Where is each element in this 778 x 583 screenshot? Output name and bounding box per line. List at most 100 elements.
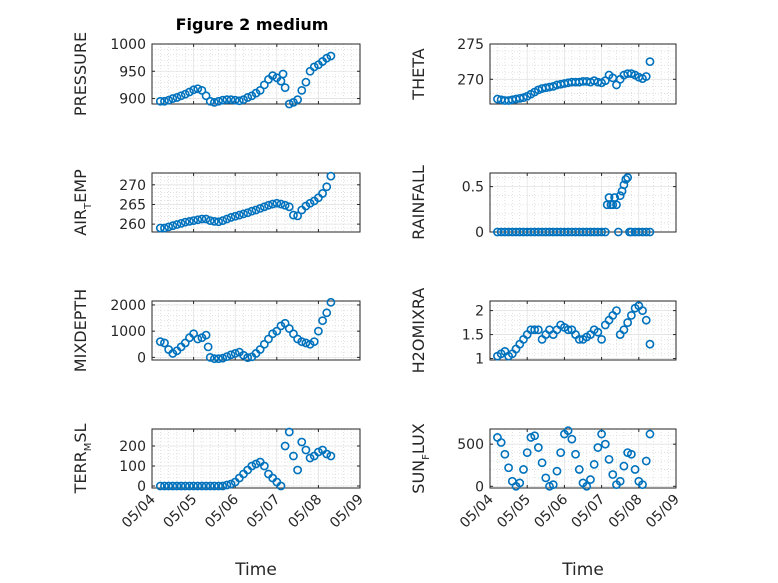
data-point bbox=[619, 180, 629, 190]
data-point bbox=[630, 465, 640, 474]
data-point bbox=[593, 327, 603, 337]
y-axis-label-main: MIXDEPTH bbox=[71, 289, 90, 372]
data-point bbox=[168, 221, 178, 231]
data-point bbox=[563, 325, 573, 335]
data-point bbox=[201, 330, 211, 340]
data-point bbox=[322, 308, 332, 318]
data-point bbox=[626, 310, 636, 320]
data-point bbox=[604, 454, 614, 464]
data-point bbox=[218, 481, 228, 491]
data-point bbox=[318, 189, 327, 198]
ytick-label: 260 bbox=[119, 217, 146, 233]
data-point bbox=[226, 350, 236, 360]
data-point bbox=[309, 337, 319, 347]
data-point bbox=[593, 443, 603, 452]
y-axis-label: H2OMIXRA bbox=[409, 288, 428, 374]
data-point bbox=[276, 481, 286, 491]
data-point bbox=[193, 84, 203, 94]
data-point bbox=[537, 458, 547, 468]
data-point bbox=[297, 437, 307, 447]
data-point bbox=[168, 481, 178, 491]
y-axis-label: RAINFALL bbox=[409, 165, 428, 240]
data-point bbox=[293, 211, 302, 221]
data-point bbox=[172, 93, 182, 102]
axes-box bbox=[489, 300, 677, 361]
data-point bbox=[164, 222, 174, 232]
data-point bbox=[280, 318, 290, 328]
data-point bbox=[574, 334, 584, 344]
data-point bbox=[226, 213, 236, 222]
data-point bbox=[574, 465, 584, 474]
data-point bbox=[243, 93, 253, 102]
data-point bbox=[203, 342, 213, 352]
axes-box bbox=[151, 172, 361, 233]
data-point bbox=[160, 223, 169, 233]
data-point bbox=[209, 97, 219, 107]
data-point bbox=[608, 470, 618, 479]
data-point bbox=[239, 209, 248, 219]
data-point bbox=[259, 202, 269, 212]
data-point bbox=[247, 461, 257, 471]
data-point bbox=[597, 334, 606, 344]
scatter-series bbox=[155, 51, 336, 109]
data-point bbox=[230, 211, 240, 221]
data-point bbox=[155, 223, 165, 233]
data-point bbox=[201, 481, 211, 491]
data-point bbox=[533, 325, 543, 335]
ytick-label: 1000 bbox=[110, 324, 146, 340]
data-point bbox=[556, 448, 566, 457]
data-point bbox=[160, 481, 169, 491]
data-point bbox=[164, 95, 174, 105]
scatter-series bbox=[493, 301, 655, 361]
subplot-4: 0 0.5 RAINFALL bbox=[409, 165, 677, 241]
data-point bbox=[234, 96, 244, 106]
data-point bbox=[214, 96, 223, 106]
y-axis-label-subscript: T bbox=[83, 202, 94, 210]
data-point bbox=[201, 214, 211, 224]
data-point bbox=[185, 481, 194, 491]
ytick-label: 0 bbox=[475, 225, 484, 241]
scatter-series bbox=[493, 426, 655, 491]
data-point bbox=[589, 459, 599, 469]
scatter-series bbox=[493, 57, 655, 105]
data-point bbox=[218, 216, 228, 225]
data-point bbox=[205, 216, 215, 225]
axes-box bbox=[489, 43, 677, 105]
y-axis-label-main: H2OMIXRA bbox=[409, 288, 428, 374]
data-point bbox=[176, 481, 186, 491]
data-point bbox=[209, 354, 219, 364]
data-point bbox=[313, 447, 323, 457]
data-point bbox=[641, 456, 651, 466]
data-point bbox=[259, 339, 269, 349]
data-point bbox=[255, 85, 265, 95]
data-point bbox=[264, 334, 273, 344]
data-point bbox=[530, 325, 540, 335]
data-point bbox=[619, 325, 629, 335]
data-point bbox=[255, 203, 265, 213]
y-axis-label: SUNFLUX bbox=[409, 423, 432, 493]
ytick-label: 0 bbox=[137, 350, 146, 366]
y-axis-label-main: TERR bbox=[71, 451, 90, 494]
data-point bbox=[301, 338, 311, 348]
data-point bbox=[272, 326, 282, 336]
data-point bbox=[289, 210, 298, 220]
data-point bbox=[209, 481, 219, 491]
data-point bbox=[597, 227, 606, 237]
data-point bbox=[176, 218, 186, 228]
data-point bbox=[205, 96, 215, 106]
axes-box bbox=[151, 300, 361, 361]
data-point bbox=[268, 199, 278, 209]
y-axis-label-subscript: M bbox=[83, 443, 94, 452]
data-point bbox=[189, 481, 198, 491]
data-point bbox=[160, 96, 169, 106]
y-axis-label: TERRMSL bbox=[71, 424, 94, 495]
data-point bbox=[185, 216, 194, 226]
data-point bbox=[563, 426, 573, 436]
data-point bbox=[641, 315, 651, 325]
data-point bbox=[251, 205, 261, 215]
data-point bbox=[160, 338, 169, 348]
figure-title: Figure 2 medium bbox=[176, 15, 329, 34]
data-point bbox=[193, 334, 203, 344]
